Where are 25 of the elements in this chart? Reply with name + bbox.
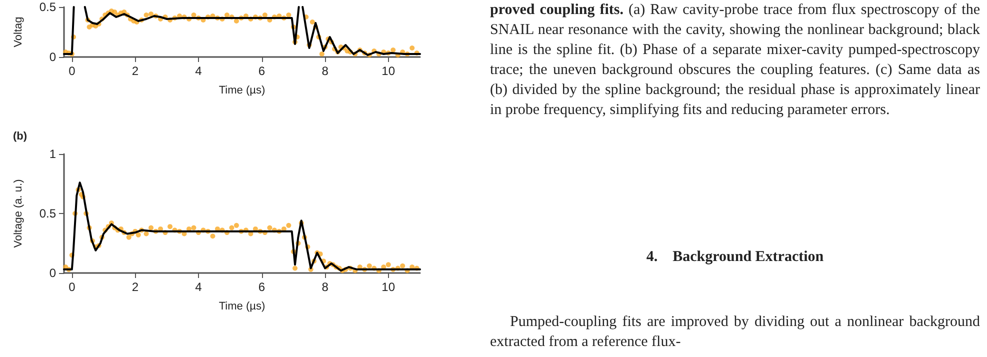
x-tick-label: 2 bbox=[132, 64, 139, 78]
text: proved coupling fits. bbox=[490, 2, 624, 18]
chart-title: (b) bbox=[13, 130, 28, 142]
x-tick-label: 10 bbox=[382, 64, 396, 78]
text: Pumped-coupling fits are improved by dividing out a nonlinear background extracted from a reference flux- bbox=[490, 313, 980, 352]
text: 4. Background Extraction bbox=[645, 249, 825, 266]
y-tick-label: 0.5 bbox=[39, 206, 56, 220]
y-tick-label: 0 bbox=[49, 50, 56, 64]
y-axis-title: Voltage (a. u.) bbox=[12, 179, 24, 248]
x-axis-title: Time (µs) bbox=[218, 84, 266, 96]
y-tick-label: 1 bbox=[49, 147, 56, 161]
y-axis-title: Voltag bbox=[12, 16, 24, 48]
x-tick-label: 10 bbox=[382, 280, 396, 294]
x-tick-label: 8 bbox=[322, 64, 329, 78]
y-tick-label: 0.5 bbox=[39, 0, 56, 14]
x-tick-label: 0 bbox=[68, 64, 76, 78]
y-tick-label: 0 bbox=[49, 266, 56, 280]
x-tick-label: 6 bbox=[258, 280, 266, 294]
x-tick-label: 2 bbox=[132, 280, 139, 294]
x-tick-label: 0 bbox=[68, 280, 76, 294]
x-tick-label: 4 bbox=[195, 280, 202, 294]
x-tick-label: 4 bbox=[195, 64, 202, 78]
x-tick-label: 6 bbox=[258, 64, 266, 78]
x-axis-title: Time (µs) bbox=[218, 300, 266, 312]
x-tick-label: 8 bbox=[322, 280, 329, 294]
